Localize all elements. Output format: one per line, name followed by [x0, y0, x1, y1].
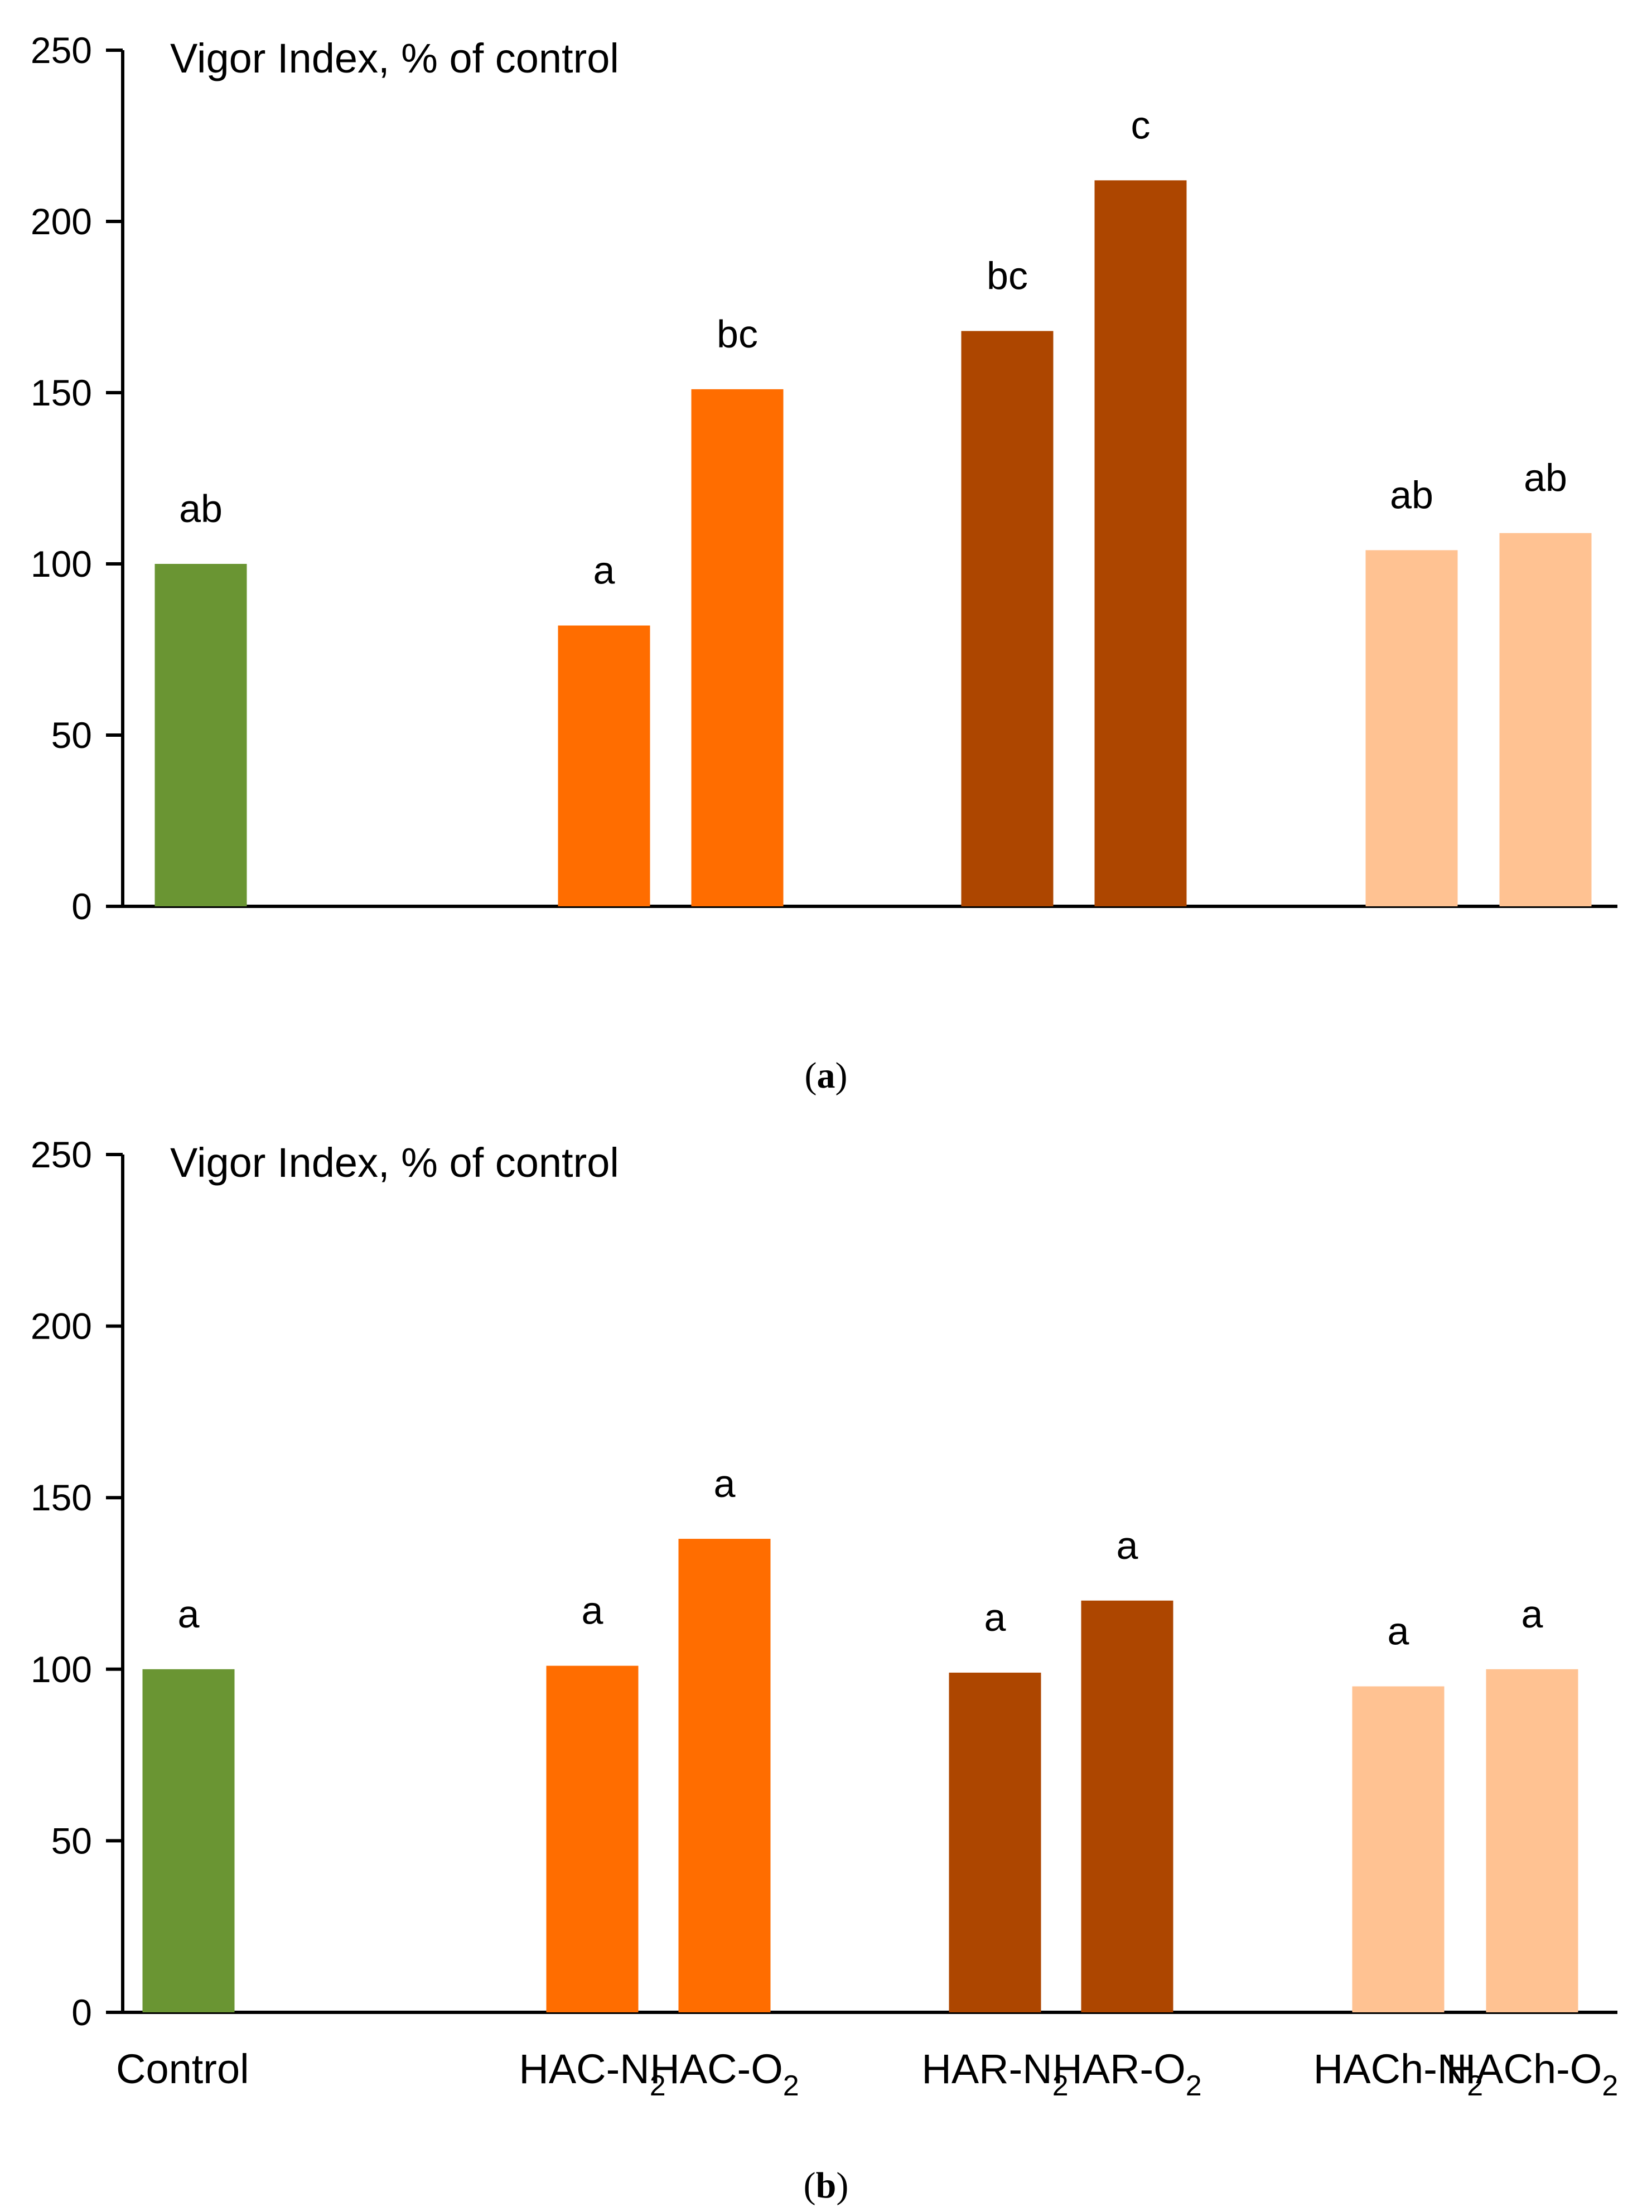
x-category-label: HAR-N2 — [921, 2046, 1068, 2102]
bar-significance-label: a — [714, 1462, 736, 1505]
category-label-text: HAC-O — [650, 2046, 782, 2092]
bar-control — [142, 1669, 235, 2012]
chart-title: Vigor Index, % of control — [170, 35, 619, 81]
bar-significance-label: a — [984, 1596, 1006, 1639]
y-tick-label: 100 — [31, 543, 92, 585]
bar-har-n2 — [961, 331, 1054, 906]
chart-title: Vigor Index, % of control — [170, 1139, 619, 1186]
y-tick-label: 100 — [31, 1649, 92, 1690]
category-label-subscript: 2 — [650, 2070, 666, 2102]
category-label-text: HAR-O — [1052, 2046, 1185, 2092]
bar-control — [154, 564, 247, 906]
caption-close: ) — [836, 2165, 848, 2206]
category-label-subscript: 2 — [1186, 2070, 1202, 2102]
bar-significance-label: a — [593, 549, 615, 592]
bar-significance-label: ab — [1524, 456, 1567, 500]
bar-significance-label: ab — [179, 487, 223, 530]
caption-open: ( — [804, 2165, 816, 2206]
bar-significance-label: bc — [717, 312, 758, 356]
bar-significance-label: ab — [1390, 473, 1433, 516]
y-tick-label: 200 — [31, 201, 92, 242]
y-tick-label: 200 — [31, 1306, 92, 1347]
x-category-label: HAR-O2 — [1052, 2046, 1201, 2102]
category-label-text: HAC-N — [519, 2046, 649, 2092]
bar-significance-label: a — [582, 1589, 603, 1633]
bar-hach-o2 — [1499, 533, 1592, 906]
category-label-subscript: 2 — [1602, 2070, 1618, 2102]
bar-significance-label: a — [1521, 1592, 1543, 1636]
bar-significance-label: bc — [987, 254, 1028, 297]
caption-open: ( — [805, 1055, 817, 1096]
panel-b-chart: 0 50 100 150 200 250 Vigor Index, % of control… — [31, 1134, 1618, 2206]
x-category-label: HAC-N2 — [519, 2046, 665, 2102]
caption-letter: a — [817, 1055, 835, 1096]
y-tick-label: 50 — [51, 1820, 92, 1861]
bar-hach-n2 — [1352, 1686, 1445, 2012]
x-category-label: HACh-N2 — [1313, 2046, 1483, 2102]
category-label-text: HAR-N — [921, 2046, 1052, 2092]
category-label-text: HACh-N — [1313, 2046, 1467, 2092]
panel-caption: (b) — [804, 2165, 849, 2206]
y-tick-label: 250 — [31, 30, 92, 71]
category-label-subscript: 2 — [1052, 2070, 1069, 2102]
bar-hac-o2 — [678, 1539, 771, 2012]
x-category-label: HACh-O2 — [1446, 2046, 1619, 2102]
bar-hac-n2 — [546, 1665, 639, 2012]
panel-caption: (a) — [805, 1055, 848, 1096]
bar-significance-label: c — [1131, 103, 1151, 147]
y-tick-label: 150 — [31, 372, 92, 413]
bar-hac-o2 — [691, 389, 784, 906]
x-category-label: Control — [116, 2046, 249, 2092]
category-label-text: Control — [116, 2046, 249, 2092]
bar-har-o2 — [1081, 1600, 1173, 2012]
bar-hac-n2 — [558, 625, 650, 906]
category-label-subscript: 2 — [1467, 2070, 1483, 2102]
category-label-subscript: 2 — [783, 2070, 799, 2102]
bar-significance-label: a — [1117, 1524, 1138, 1567]
x-category-label: HAC-O2 — [650, 2046, 799, 2102]
y-tick-label: 0 — [71, 886, 92, 927]
bar-significance-label: a — [1388, 1610, 1409, 1653]
bar-hach-o2 — [1486, 1669, 1578, 2012]
y-tick-label: 50 — [51, 714, 92, 756]
y-tick-label: 0 — [71, 1992, 92, 2033]
bar-hach-n2 — [1365, 550, 1458, 906]
bar-har-o2 — [1094, 180, 1187, 906]
caption-letter: b — [816, 2165, 837, 2206]
y-tick-label: 250 — [31, 1134, 92, 1175]
caption-close: ) — [835, 1055, 848, 1096]
panel-a-chart: 0 50 100 150 200 250 Vigor Index, % of control… — [31, 30, 1617, 1096]
y-tick-label: 150 — [31, 1477, 92, 1518]
bar-significance-label: a — [178, 1592, 200, 1636]
category-label-text: HACh-O — [1446, 2046, 1602, 2092]
bar-har-n2 — [949, 1672, 1041, 2012]
